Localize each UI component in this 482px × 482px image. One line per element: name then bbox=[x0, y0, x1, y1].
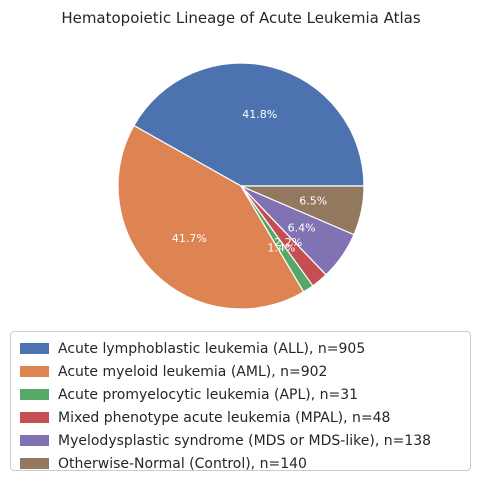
legend-label: Acute lymphoblastic leukemia (ALL), n=90… bbox=[58, 340, 366, 357]
legend-swatch bbox=[20, 458, 49, 469]
pie-slice-5 bbox=[240, 185, 365, 236]
legend-label: Acute myeloid leukemia (AML), n=902 bbox=[58, 363, 328, 380]
pie-slice-1 bbox=[117, 124, 305, 310]
pie-slices bbox=[117, 62, 365, 310]
legend-swatch bbox=[20, 389, 49, 400]
legend-label: Acute promyelocytic leukemia (APL), n=31 bbox=[58, 386, 359, 403]
legend-item-5: Otherwise-Normal (Control), n=140 bbox=[20, 452, 470, 475]
slice-percent-label-2: 1.4% bbox=[267, 241, 295, 254]
legend-label: Mixed phenotype acute leukemia (MPAL), n… bbox=[58, 409, 391, 426]
slice-percent-label-5: 6.5% bbox=[299, 194, 327, 207]
chart-title: Hematopoietic Lineage of Acute Leukemia … bbox=[61, 9, 421, 27]
slice-percent-label-1: 41.7% bbox=[172, 232, 207, 245]
legend-swatch bbox=[20, 343, 49, 354]
legend-swatch bbox=[20, 366, 49, 377]
legend: Acute lymphoblastic leukemia (ALL), n=90… bbox=[10, 331, 471, 472]
legend-item-0: Acute lymphoblastic leukemia (ALL), n=90… bbox=[20, 337, 470, 360]
slice-percent-label-4: 6.4% bbox=[288, 222, 316, 235]
legend-item-3: Mixed phenotype acute leukemia (MPAL), n… bbox=[20, 406, 470, 429]
legend-label: Otherwise-Normal (Control), n=140 bbox=[58, 455, 307, 472]
slice-percent-label-0: 41.8% bbox=[242, 108, 277, 121]
slice-percent-label-3: 2.2% bbox=[274, 236, 302, 249]
pie-labels: 41.8% 41.7% 1.4%2.2%6.4% 6.5% bbox=[172, 108, 327, 254]
legend-swatch bbox=[20, 412, 49, 423]
legend-label: Myelodysplastic syndrome (MDS or MDS-lik… bbox=[58, 432, 432, 449]
pie-chart: Hematopoietic Lineage of Acute Leukemia … bbox=[61, 9, 421, 310]
legend-item-4: Myelodysplastic syndrome (MDS or MDS-lik… bbox=[20, 429, 470, 452]
legend-item-2: Acute promyelocytic leukemia (APL), n=31 bbox=[20, 383, 470, 406]
pie-slice-0 bbox=[133, 62, 365, 187]
legend-item-1: Acute myeloid leukemia (AML), n=902 bbox=[20, 360, 470, 383]
legend-swatch bbox=[20, 435, 49, 446]
